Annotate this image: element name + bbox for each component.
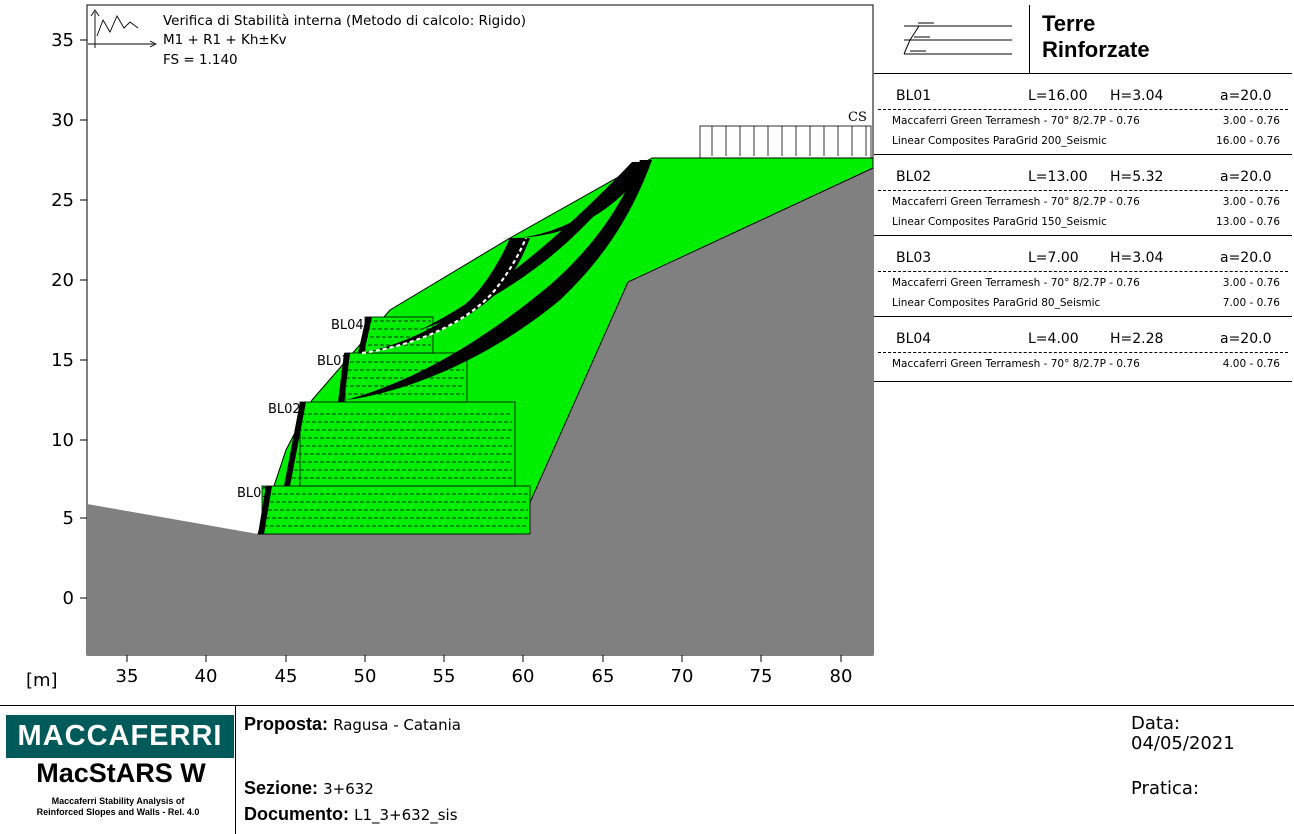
y-tick: 20 bbox=[51, 270, 74, 291]
panel-header: Terre Rinforzate bbox=[874, 5, 1292, 74]
x-tick: 35 bbox=[116, 666, 139, 687]
block-length: L=4.00 bbox=[1028, 331, 1079, 347]
x-tick: 65 bbox=[592, 666, 615, 687]
reinforcement-row: Maccaferri Green Terramesh - 70° 8/2.7P … bbox=[892, 277, 1280, 289]
x-tick: 80 bbox=[830, 666, 853, 687]
stability-diagram: CS 35 30 25 20 15 10 5 0 35 40 45 50 55 … bbox=[26, 4, 874, 691]
footer: MACCAFERRI MacStARS W Maccaferri Stabili… bbox=[0, 705, 1294, 834]
surcharge-label: CS bbox=[848, 110, 867, 125]
foundation-soil bbox=[87, 168, 873, 655]
label-bl03: BL03 bbox=[317, 354, 350, 369]
x-tick: 45 bbox=[275, 666, 298, 687]
label-bl02: BL02 bbox=[268, 402, 301, 417]
analysis-icon bbox=[88, 9, 158, 48]
x-tick: 70 bbox=[671, 666, 694, 687]
block-height: H=5.32 bbox=[1110, 169, 1164, 185]
x-tick: 55 bbox=[433, 666, 456, 687]
block-card-bl01: BL01 L=16.00 H=3.04 a=20.0 Maccaferri Gr… bbox=[874, 80, 1292, 155]
block-name: BL04 bbox=[896, 331, 932, 347]
surcharge-load bbox=[699, 125, 872, 159]
analysis-combination: M1 + R1 + Kh±Kv bbox=[163, 32, 287, 48]
critical-slip-surface bbox=[361, 237, 528, 355]
reinforcement-row: Maccaferri Green Terramesh - 70° 8/2.7P … bbox=[892, 115, 1280, 127]
product-name: MacStARS W bbox=[36, 758, 206, 788]
y-tick: 5 bbox=[63, 508, 74, 529]
block-name: BL02 bbox=[896, 169, 932, 185]
block-name: BL01 bbox=[896, 88, 932, 104]
reinforced-soil-icon bbox=[874, 5, 1030, 73]
block-height: H=2.28 bbox=[1110, 331, 1164, 347]
block-card-bl03: BL03 L=7.00 H=3.04 a=20.0 Maccaferri Gre… bbox=[874, 242, 1292, 317]
block-angle: a=20.0 bbox=[1220, 250, 1272, 266]
block-bl02 bbox=[299, 401, 516, 487]
y-tick: 0 bbox=[63, 588, 74, 609]
unit-label: [m] bbox=[26, 670, 58, 691]
analysis-title: Verifica di Stabilità interna (Metodo di… bbox=[163, 13, 526, 29]
reinforcement-row: Linear Composites ParaGrid 150_Seismic 13… bbox=[892, 216, 1280, 228]
x-tick: 50 bbox=[354, 666, 377, 687]
label-bl01: BL01 bbox=[237, 486, 270, 501]
block-length: L=16.00 bbox=[1028, 88, 1088, 104]
reinforcement-row: Maccaferri Green Terramesh - 70° 8/2.7P … bbox=[892, 196, 1280, 208]
block-card-bl04: BL04 L=4.00 H=2.28 a=20.0 Maccaferri Gre… bbox=[874, 323, 1292, 382]
reinforcement-row: Maccaferri Green Terramesh - 70° 8/2.7P … bbox=[892, 358, 1280, 370]
block-length: L=7.00 bbox=[1028, 250, 1079, 266]
pratica: Pratica: bbox=[1131, 778, 1200, 799]
proposta: Proposta: Ragusa - Catania bbox=[244, 714, 461, 734]
x-axis: 35 40 45 50 55 60 65 70 75 80 bbox=[116, 655, 853, 687]
panel-title: Terre Rinforzate bbox=[1042, 11, 1150, 62]
y-tick: 35 bbox=[51, 30, 74, 51]
y-tick: 15 bbox=[51, 350, 74, 371]
block-height: H=3.04 bbox=[1110, 88, 1164, 104]
documento: Documento: L1_3+632_sis bbox=[244, 804, 458, 824]
block-angle: a=20.0 bbox=[1220, 331, 1272, 347]
reinforcement-row: Linear Composites ParaGrid 80_Seismic 7.0… bbox=[892, 297, 1280, 309]
y-tick: 25 bbox=[51, 190, 74, 211]
block-card-bl02: BL02 L=13.00 H=5.32 a=20.0 Maccaferri Gr… bbox=[874, 161, 1292, 236]
product-subtitle: Maccaferri Stability Analysis of Reinfor… bbox=[36, 796, 200, 817]
label-bl04: BL04 bbox=[331, 318, 364, 333]
block-faces bbox=[258, 317, 372, 534]
x-tick: 75 bbox=[750, 666, 773, 687]
block-length: L=13.00 bbox=[1028, 169, 1088, 185]
block-angle: a=20.0 bbox=[1220, 169, 1272, 185]
block-height: H=3.04 bbox=[1110, 250, 1164, 266]
block-angle: a=20.0 bbox=[1220, 88, 1272, 104]
sezione: Sezione: 3+632 bbox=[244, 778, 374, 798]
info-panel: Terre Rinforzate BL01 L=16.00 H=3.04 a=2… bbox=[874, 5, 1292, 705]
x-tick: 40 bbox=[195, 666, 218, 687]
reinforcement-layers bbox=[264, 320, 528, 527]
y-tick: 30 bbox=[51, 110, 74, 131]
analysis-fs: FS = 1.140 bbox=[163, 52, 238, 68]
y-tick: 10 bbox=[51, 430, 74, 451]
reinforcement-row: Linear Composites ParaGrid 200_Seismic 16… bbox=[892, 135, 1280, 147]
date: Data: 04/05/2021 bbox=[1131, 713, 1235, 754]
x-tick: 60 bbox=[512, 666, 535, 687]
y-axis: 35 30 25 20 15 10 5 0 bbox=[51, 30, 87, 609]
slip-surfaces bbox=[346, 160, 652, 400]
company-logo: MACCAFERRI bbox=[6, 715, 234, 758]
block-name: BL03 bbox=[896, 250, 932, 266]
